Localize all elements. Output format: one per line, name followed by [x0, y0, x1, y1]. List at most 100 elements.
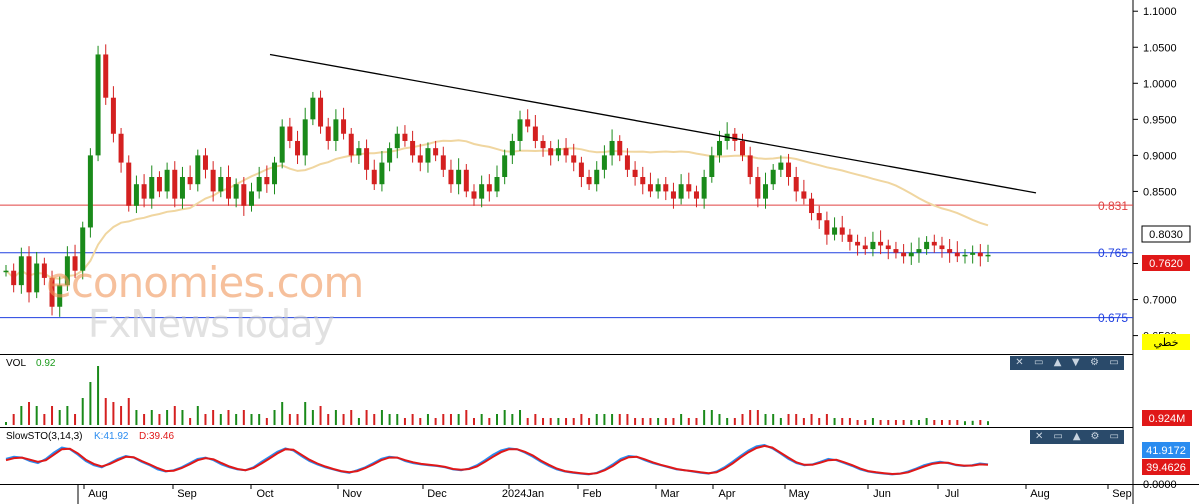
price-tick-label: 0.9000 [1143, 150, 1177, 162]
settings-icon[interactable]: ⚙ [1090, 431, 1100, 442]
level-675-label: 0.675 [1098, 311, 1128, 325]
volume-bar [963, 421, 966, 425]
maximize-icon[interactable]: ▭ [1033, 357, 1044, 368]
candle-body [832, 227, 838, 235]
candle-body [164, 169, 170, 192]
move-up-icon[interactable]: ▲ [1072, 431, 1081, 442]
volume-bar [764, 414, 767, 425]
volume-bar [749, 410, 752, 425]
maximize-icon[interactable]: ▭ [1053, 431, 1063, 442]
candle-body [210, 169, 216, 192]
volume-bar [864, 420, 867, 425]
volume-bar [503, 410, 506, 425]
candle-body [295, 140, 301, 156]
tool-badge[interactable] [1142, 334, 1190, 350]
volume-bar [710, 410, 713, 425]
candle-body [870, 241, 876, 250]
candle-body [187, 177, 193, 185]
month-label: Dec [427, 488, 447, 500]
candle-body [778, 162, 784, 170]
volume-bar [143, 414, 146, 425]
candle-body [655, 184, 661, 192]
volume-bar [879, 420, 882, 425]
volume-bar [350, 410, 353, 425]
move-down-icon[interactable]: ▼ [1071, 357, 1080, 368]
volume-bar [887, 420, 890, 425]
volume-bar [626, 414, 629, 425]
candle-body [563, 148, 569, 156]
volume-bar [472, 418, 475, 425]
candle-body [463, 169, 469, 192]
candle-body [341, 119, 347, 134]
price-tick-label: 1.0500 [1143, 42, 1177, 54]
candle-body [3, 270, 9, 273]
price-tick-label: 0.9500 [1143, 114, 1177, 126]
candle-body [755, 177, 761, 199]
move-up-icon[interactable]: ▲ [1053, 357, 1062, 368]
volume-bar [871, 418, 874, 425]
volume-bar [235, 414, 238, 425]
vol-title: VOL [6, 358, 26, 369]
candle-body [970, 252, 976, 255]
volume-bar [703, 410, 706, 425]
volume-bar [511, 414, 514, 425]
volume-bar [258, 414, 261, 425]
sto-panel [0, 428, 1133, 484]
candle-body [471, 191, 477, 199]
volume-bar [856, 420, 859, 425]
month-label: Sep [177, 488, 197, 500]
candle-body [847, 234, 853, 242]
volume-bar [311, 410, 314, 425]
volume-bar [572, 418, 575, 425]
month-label: 2024Jan [502, 488, 544, 500]
price-badge [1142, 255, 1190, 271]
moving-average-line [5, 139, 989, 280]
candle-body [387, 148, 393, 163]
candle-body [149, 177, 155, 199]
volume-bar [457, 414, 460, 425]
restore-icon[interactable]: ▭ [1109, 431, 1119, 442]
price-badge-text: 0.7620 [1149, 258, 1183, 270]
close-icon[interactable]: ✕ [1015, 357, 1024, 368]
candle-body [172, 169, 178, 199]
candle-body [225, 177, 231, 199]
sto-k-value: K:41.92 [94, 431, 129, 442]
candle-body [977, 252, 983, 257]
restore-icon[interactable]: ▭ [1109, 357, 1119, 368]
candle-body [548, 148, 554, 156]
ma-badge-text: 0.8030 [1149, 229, 1183, 241]
candle-body [878, 241, 884, 246]
volume-bar [304, 402, 307, 425]
candle-body [241, 184, 247, 206]
volume-bar [334, 410, 337, 425]
volume-bar [603, 414, 606, 425]
volume-bar [465, 410, 468, 425]
close-icon[interactable]: ✕ [1035, 431, 1044, 442]
price-tick-label: 0.7000 [1143, 295, 1177, 307]
candle-body [586, 177, 592, 185]
candle-body [893, 249, 899, 253]
candle-body [371, 169, 377, 185]
candle-body [571, 155, 577, 163]
volume-bar [281, 402, 284, 425]
candle-body [279, 126, 285, 163]
volume-bar [112, 402, 115, 425]
volume-bar [534, 414, 537, 425]
volume-bar [910, 420, 913, 425]
candle-body [962, 254, 968, 257]
time-axis [0, 484, 1199, 504]
candle-body [908, 252, 914, 257]
volume-bar [718, 414, 721, 425]
candle-body [624, 155, 630, 170]
candle-body [417, 155, 423, 163]
settings-icon[interactable]: ⚙ [1089, 357, 1099, 368]
candle-body [609, 140, 615, 156]
volume-bar [726, 418, 729, 425]
candle-body [617, 140, 623, 156]
candle-body [41, 263, 47, 278]
volume-bar [58, 410, 61, 425]
volume-bar [795, 414, 798, 425]
volume-bar [756, 410, 759, 425]
